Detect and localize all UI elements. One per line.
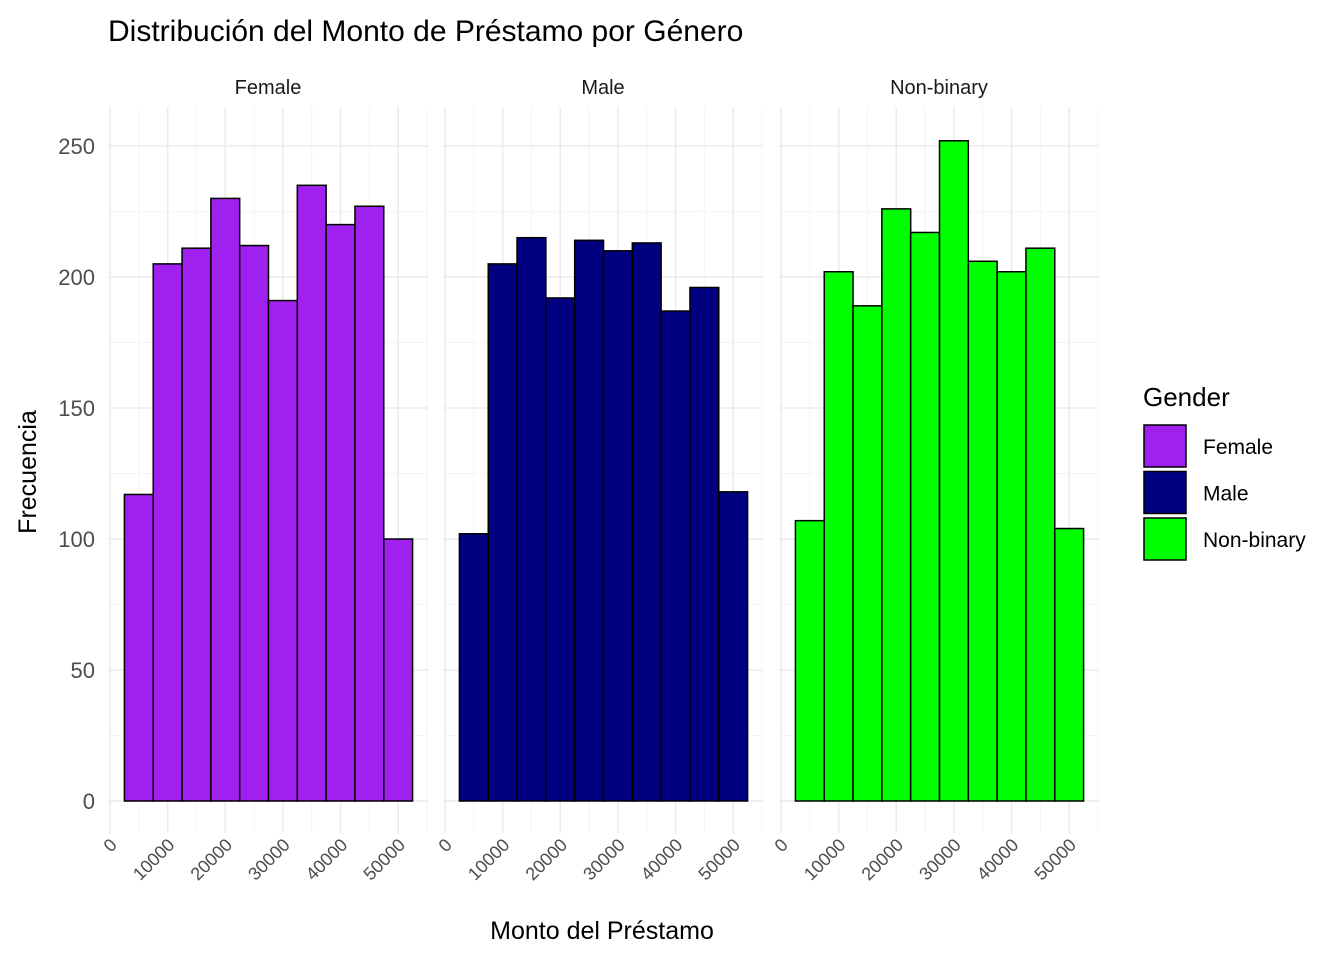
histogram-bar	[325, 223, 356, 802]
legend-label: Female	[1203, 436, 1273, 459]
histogram-bar	[267, 299, 299, 802]
histogram-bar	[794, 519, 825, 802]
histogram-bar	[852, 305, 883, 802]
y-axis: 0 50 100 150 200 250	[58, 134, 95, 814]
histogram-bar	[296, 184, 327, 802]
legend-key-male	[1143, 470, 1187, 515]
legend-label: Non-binary	[1203, 529, 1306, 552]
x-tick-label: 50000	[1030, 835, 1080, 885]
x-tick-label: 30000	[915, 835, 965, 885]
facet-panel-male: Male 0 10000 20000 30000 40000 50000	[435, 77, 763, 884]
histogram-bar	[458, 533, 489, 802]
histogram-bar	[383, 538, 414, 802]
x-tick-label: 50000	[359, 835, 409, 885]
y-axis-label: Frecuencia	[14, 410, 42, 534]
x-tick-label: 40000	[637, 835, 687, 885]
histogram-bar	[938, 140, 970, 802]
histogram-bar	[181, 247, 212, 802]
x-tick-label: 10000	[800, 835, 850, 885]
chart-title: Distribución del Monto de Préstamo por G…	[108, 15, 743, 48]
x-tick-label: 20000	[858, 835, 908, 885]
x-tick-label: 10000	[464, 835, 514, 885]
histogram-bar	[881, 208, 912, 802]
histogram-bar	[660, 310, 691, 802]
legend: Gender Female Male Non-binary	[1143, 382, 1306, 561]
histogram-bar	[909, 231, 941, 802]
histogram-bar	[718, 491, 749, 802]
histogram-bar	[152, 263, 183, 802]
legend-label: Male	[1203, 483, 1249, 506]
x-axis-label: Monto del Préstamo	[490, 917, 714, 945]
legend-title: Gender	[1143, 382, 1230, 412]
facet-strip-label: Female	[235, 77, 302, 99]
x-tick-label: 20000	[522, 835, 572, 885]
legend-key-female	[1143, 424, 1187, 468]
facet-panel-female: Female 0 10000 20000 30000 40000 50000	[100, 77, 428, 884]
x-tick-label: 40000	[973, 835, 1023, 885]
histogram-bar	[123, 493, 154, 802]
histogram-bar	[996, 271, 1027, 802]
x-tick-label: 30000	[579, 835, 629, 885]
x-tick-label: 50000	[694, 835, 744, 885]
x-tick-label: 0	[771, 835, 792, 856]
histogram-bar	[967, 260, 998, 802]
histogram-bar	[516, 236, 547, 802]
histogram-bar	[1025, 247, 1056, 802]
facet-panel-non-binary: Non-binary 0 10000 20000 30000 40000 50000	[771, 77, 1099, 884]
facet-strip-label: Male	[581, 77, 624, 99]
x-tick-label: 20000	[187, 835, 237, 885]
x-tick-label: 10000	[129, 835, 179, 885]
histogram-bar	[602, 250, 634, 802]
legend-key-non-binary	[1143, 517, 1187, 561]
histogram-bar	[210, 197, 241, 802]
histogram-bar	[487, 263, 518, 802]
y-tick-label: 100	[58, 527, 95, 552]
y-tick-label: 150	[58, 396, 95, 421]
histogram-bar	[545, 297, 576, 802]
histogram-bar	[631, 242, 662, 802]
histogram-bar	[689, 286, 720, 802]
x-tick-label: 40000	[302, 835, 352, 885]
x-tick-label: 0	[435, 835, 456, 856]
y-tick-label: 0	[83, 789, 95, 814]
histogram-bar	[354, 205, 385, 802]
y-tick-label: 200	[58, 265, 95, 290]
histogram-bar	[573, 239, 605, 802]
x-tick-label: 30000	[244, 835, 294, 885]
y-tick-label: 50	[71, 658, 95, 683]
x-tick-label: 0	[100, 835, 121, 856]
histogram-bar	[823, 271, 854, 802]
histogram-bar	[1054, 527, 1085, 802]
y-tick-label: 250	[58, 134, 95, 159]
histogram-bar	[238, 244, 270, 802]
facet-strip-label: Non-binary	[890, 77, 988, 99]
